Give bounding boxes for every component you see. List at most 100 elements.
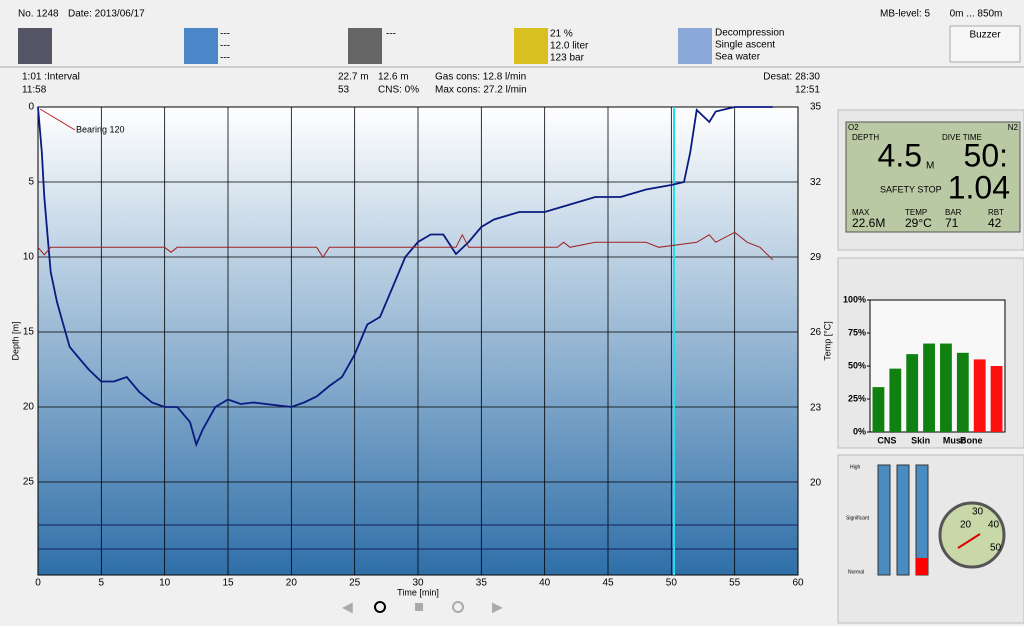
cns: CNS: 0%	[378, 85, 419, 96]
interval: 1:01 :Interval	[22, 72, 80, 83]
lcd-unit: M	[926, 161, 934, 172]
gas: 21 %	[550, 29, 573, 40]
series-line	[37, 231, 774, 261]
gauge-dial	[938, 501, 1006, 569]
weather: ---	[220, 41, 230, 52]
y-axis-label: Depth [m]	[10, 321, 20, 360]
y-tick-label: 75%	[848, 327, 866, 337]
level-bar	[896, 464, 910, 576]
x-tick-label: Musc	[943, 435, 966, 445]
lcd-rbt: 42	[988, 216, 1002, 230]
gas: 12.0 liter	[550, 41, 589, 52]
lcd-stop: 1.04	[948, 169, 1010, 205]
lcd-label: SAFETY STOP	[880, 184, 942, 194]
y-tick-label: 0	[28, 102, 34, 113]
buzzer-button[interactable]	[949, 25, 1021, 63]
y-tick-label: 20	[23, 402, 35, 413]
x-tick-label: 0	[35, 578, 41, 589]
annotation: Bearing 120	[76, 124, 125, 134]
dial-label: 50	[990, 543, 1002, 554]
dial-label: 40	[988, 520, 1000, 531]
x-tick-label: 30	[412, 578, 424, 589]
x-tick-label: CNS	[877, 435, 896, 445]
entry-time: 11:58	[22, 85, 47, 96]
lcd-temp: 29°C	[905, 216, 932, 230]
y2-tick-label: 35	[810, 102, 822, 113]
mode: Single ascent	[715, 40, 775, 51]
altitude: 0m ... 850m	[950, 9, 1003, 20]
nav-next[interactable]: ▶	[492, 599, 503, 615]
x-tick-label: Skin	[911, 435, 930, 445]
y2-tick-label: 26	[810, 327, 822, 338]
y-tick-label: 10	[23, 252, 35, 263]
x-tick-label: 10	[159, 578, 171, 589]
bar	[872, 387, 885, 432]
mode-icon[interactable]	[678, 28, 712, 64]
stop[interactable]	[415, 603, 423, 611]
y2-axis-label: Temp [°C]	[822, 321, 832, 361]
lcd-label: RBT	[988, 208, 1004, 217]
camera: ---	[386, 29, 396, 40]
y-tick-label: 100%	[843, 294, 866, 304]
dive-date: Date: 2013/06/17	[68, 9, 145, 20]
nav-prev[interactable]: ◀	[342, 599, 353, 615]
x-tick-label: 20	[286, 578, 298, 589]
lcd-label: DEPTH	[852, 133, 879, 142]
max-cons: Max cons: 27.2 l/min	[435, 85, 527, 96]
x-tick-label: 45	[602, 578, 614, 589]
mode: Decompression	[715, 28, 784, 39]
mode: Sea water	[715, 52, 761, 63]
x-tick-label: 35	[476, 578, 488, 589]
dive-number: No. 1248	[18, 9, 59, 20]
lcd-max: 22.6M	[852, 216, 885, 230]
lcd-label: DIVE TIME	[942, 133, 982, 142]
y-tick-label: 15	[23, 327, 35, 338]
x-tick-label: Bone	[960, 435, 983, 445]
bar	[889, 368, 902, 432]
lcd-label: N2	[1008, 123, 1019, 132]
lcd-depth: 4.5	[878, 137, 922, 173]
y2-tick-label: 23	[810, 402, 822, 413]
lcd-time: 50:	[964, 137, 1008, 173]
lcd-label: BAR	[945, 208, 962, 217]
lcd-label: TEMP	[905, 208, 927, 217]
gas: 123 bar	[550, 53, 585, 64]
zoom-out[interactable]	[452, 601, 464, 613]
camera-icon[interactable]	[348, 28, 382, 64]
weather-icon[interactable]	[184, 28, 218, 64]
gas-cons: Gas cons: 12.8 l/min	[435, 72, 526, 83]
zoom-in[interactable]	[374, 601, 386, 613]
y-tick-label: 25	[23, 477, 35, 488]
y-tick-label: 50%	[848, 360, 866, 370]
x-tick-label: 40	[539, 578, 551, 589]
dial-label: 30	[972, 507, 984, 518]
bar	[990, 366, 1003, 432]
tank-icon[interactable]	[514, 28, 548, 64]
avg-depth: 12.6 m	[378, 72, 409, 83]
weather: ---	[220, 53, 230, 64]
x-tick-label: 5	[99, 578, 105, 589]
gauge-needle	[957, 533, 981, 549]
bar	[923, 343, 935, 432]
mb-level: MB-level: 5	[880, 9, 930, 20]
x-tick-label: 55	[729, 578, 741, 589]
max-depth: 22.7 m	[338, 72, 369, 83]
bar	[956, 352, 969, 432]
x-tick-label: 60	[792, 578, 804, 589]
series-line	[37, 106, 773, 448]
exit-time: 12:51	[795, 85, 820, 96]
x-tick-label: 50	[666, 578, 678, 589]
y-tick-label: 0%	[853, 426, 866, 436]
y-tick-label: 25%	[848, 393, 866, 403]
lcd-label: O2	[848, 123, 859, 132]
level-label: High	[850, 464, 861, 470]
x-tick-label: 15	[222, 578, 234, 589]
bar	[906, 354, 919, 432]
desat: Desat: 28:30	[763, 72, 820, 83]
divers-icon[interactable]	[18, 28, 52, 64]
y2-tick-label: 20	[810, 477, 822, 488]
y2-tick-label: 29	[810, 252, 822, 263]
bar	[940, 343, 952, 432]
lcd-bar: 71	[945, 216, 959, 230]
